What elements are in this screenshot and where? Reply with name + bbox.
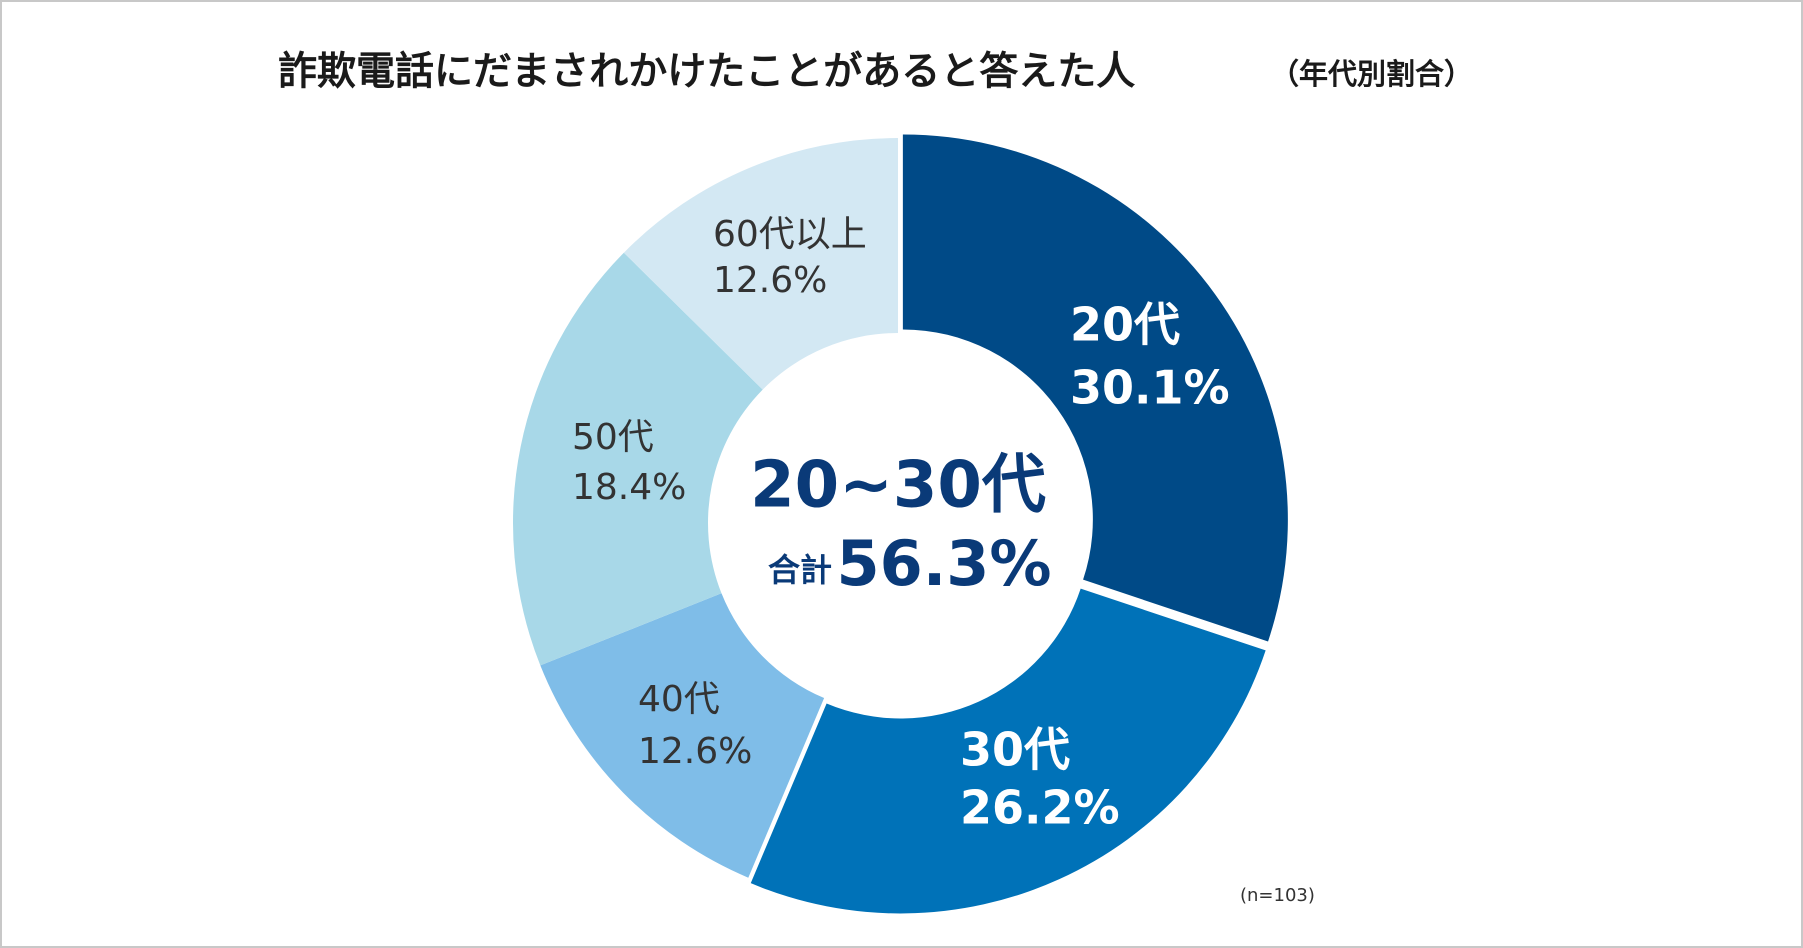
donut-slice xyxy=(623,138,898,390)
slice-value-label: 30.1% xyxy=(1070,361,1230,415)
slice-category-label: 60代以上 xyxy=(713,214,867,255)
slice-category-label: 50代 xyxy=(572,417,654,458)
slice-category-label: 20代 xyxy=(1070,298,1180,352)
slice-value-label: 26.2% xyxy=(960,781,1120,835)
center-sub-label: 合計 xyxy=(768,551,832,589)
chart-subtitle: （年代別割合） xyxy=(1270,57,1473,91)
slice-value-label: 18.4% xyxy=(572,467,686,508)
center-value: 56.3% xyxy=(836,527,1051,600)
donut-slice xyxy=(540,593,825,878)
slice-category-label: 40代 xyxy=(638,679,720,720)
donut-slice xyxy=(512,252,763,666)
note: (n=103) xyxy=(1240,885,1315,906)
chart-title: 詐欺電話にだまされかけたことがあると答えた人 xyxy=(278,50,1135,95)
slice-value-label: 12.6% xyxy=(713,260,827,301)
center-label: 20~30代 xyxy=(750,449,1046,523)
donut-slice xyxy=(902,134,1288,642)
donut-slice xyxy=(750,588,1266,914)
donut xyxy=(512,134,1288,914)
slice-value-label: 12.6% xyxy=(638,731,752,772)
slice-category-label: 30代 xyxy=(960,723,1070,777)
